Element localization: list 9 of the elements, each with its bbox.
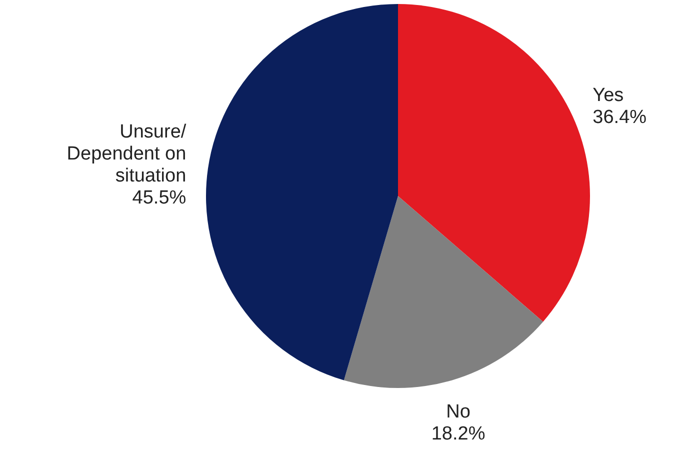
data-label: 36.4% [592, 107, 647, 128]
data-label: 18.2% [431, 423, 486, 444]
slice-label: No [446, 401, 470, 422]
pie-slice [206, 4, 398, 380]
pie-slice [398, 4, 590, 322]
data-label: 45.5% [132, 188, 186, 209]
slice-label: Yes [592, 85, 624, 106]
slice-label: Unsure/ Dependent on situation [66, 122, 187, 187]
pie-slice [344, 196, 544, 388]
